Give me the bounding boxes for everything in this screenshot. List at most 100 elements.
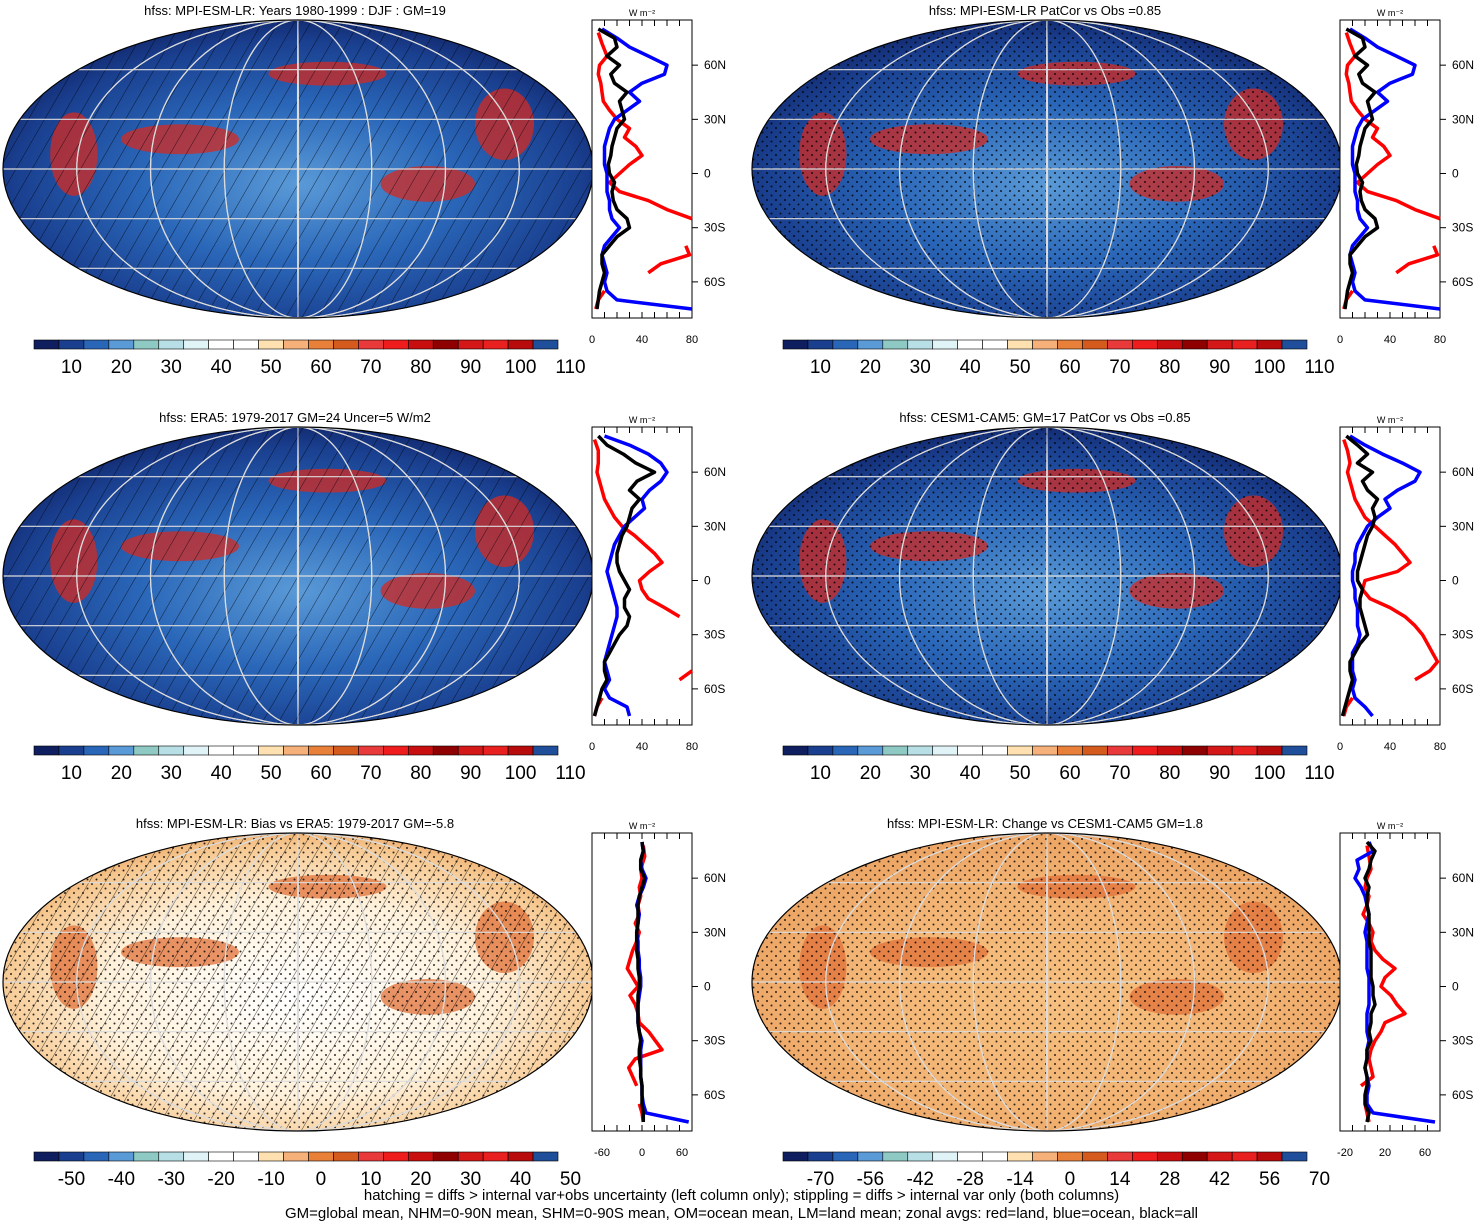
- colorbar-box: [982, 745, 1008, 756]
- colorbar-box: [58, 339, 85, 350]
- colorbar-label: 20: [111, 357, 132, 378]
- colorbar-box: [407, 745, 434, 756]
- colorbar-label: 100: [1254, 763, 1286, 784]
- colorbar-box: [1281, 745, 1308, 756]
- colorbar-box: [807, 1151, 834, 1162]
- colorbar-label: 110: [1304, 357, 1334, 378]
- colorbar-box: [482, 1151, 509, 1162]
- zonal-average-panel: W m⁻² -60 0 60 60N 30N 0 30S 60S: [591, 821, 726, 1159]
- zonal-lat-label: 0: [1452, 167, 1459, 181]
- colorbar-box: [233, 745, 259, 756]
- panel-1: hfss: MPI-ESM-LR: Years 1980-1999 : DJF …: [2, 3, 726, 378]
- colorbar-label: 100: [505, 763, 537, 784]
- colorbar-box: [208, 339, 234, 350]
- colorbar-label: 10: [61, 357, 82, 378]
- longitude-line: [972, 20, 1122, 318]
- colorbar-box: [432, 745, 459, 756]
- longitude-line: [296, 833, 300, 1131]
- zonal-series-all: [1340, 434, 1380, 717]
- longitude-line: [296, 20, 300, 318]
- colorbar-box: [258, 745, 284, 756]
- zonal-x-tick-label: 80: [686, 334, 698, 346]
- colorbar-label: 90: [460, 357, 481, 378]
- colorbar-label: 90: [460, 763, 481, 784]
- colorbar-box: [1181, 1151, 1208, 1162]
- panel-title: hfss: CESM1-CAM5: GM=17 PatCor vs Obs =0…: [899, 410, 1190, 425]
- colorbar-box: [457, 745, 484, 756]
- colorbar-label: 40: [960, 763, 981, 784]
- zonal-lat-label: 30N: [704, 925, 726, 939]
- colorbar-box: [432, 339, 459, 350]
- colorbar-label: 100: [1254, 357, 1286, 378]
- footer-line-1: hatching = diffs > internal var+obs unce…: [363, 1187, 1120, 1204]
- zonal-x-tick-label: 80: [686, 741, 698, 753]
- colorbar-box: [832, 745, 859, 756]
- colorbar-label: 110: [555, 357, 585, 378]
- colorbar-label: 40: [211, 763, 232, 784]
- colorbar-box: [507, 1151, 534, 1162]
- zonal-lat-label: 60N: [704, 871, 726, 885]
- zonal-x-tick-label: 0: [1337, 741, 1343, 753]
- zonal-unit-label: W m⁻²: [1377, 8, 1403, 18]
- colorbar-box: [308, 339, 334, 350]
- colorbar-box: [33, 339, 60, 350]
- colorbar-label: 60: [310, 357, 331, 378]
- colorbar-box: [108, 1151, 135, 1162]
- zonal-average-panel: W m⁻² 0 40 80 60N 30N 0 30S 60S: [589, 8, 726, 346]
- colorbar: -50 -40 -30 -20 -10 0 10 20 30 40 50: [33, 1151, 581, 1190]
- colorbar-box: [1181, 745, 1208, 756]
- colorbar-label: -42: [907, 1169, 934, 1190]
- colorbar-box: [283, 339, 309, 350]
- colorbar-box: [1057, 1151, 1083, 1162]
- colorbar-box: [857, 745, 884, 756]
- zonal-x-tick-label: 40: [636, 334, 648, 346]
- zonal-lat-label: 60N: [704, 58, 726, 72]
- zonal-lat-label: 60N: [704, 465, 726, 479]
- zonal-lat-label: 0: [704, 167, 711, 181]
- colorbar-box: [283, 1151, 309, 1162]
- colorbar-label: 80: [1159, 357, 1180, 378]
- colorbar-box: [482, 339, 509, 350]
- colorbar-box: [133, 745, 160, 756]
- colorbar-box: [532, 745, 559, 756]
- colorbar-label: 0: [1065, 1169, 1076, 1190]
- colorbar-box: [158, 339, 185, 350]
- longitude-line: [149, 20, 447, 318]
- map: [752, 833, 1342, 1131]
- colorbar-label: 40: [960, 357, 981, 378]
- zonal-lat-label: 60N: [1452, 465, 1474, 479]
- colorbar-box: [1256, 1151, 1283, 1162]
- colorbar-label: 10: [810, 357, 831, 378]
- longitude-line: [76, 833, 520, 1131]
- colorbar-label: 0: [316, 1169, 327, 1190]
- zonal-x-tick-label: 0: [589, 741, 595, 753]
- zonal-lat-label: 30N: [704, 519, 726, 533]
- zonal-x-tick-label: -20: [1337, 1147, 1353, 1159]
- colorbar-box: [1082, 339, 1108, 350]
- colorbar-box: [957, 745, 983, 756]
- colorbar-box: [258, 339, 284, 350]
- colorbar-box: [133, 339, 160, 350]
- colorbar-box: [333, 1151, 359, 1162]
- colorbar-box: [1256, 339, 1283, 350]
- colorbar-box: [1107, 1151, 1133, 1162]
- zonal-lat-label: 0: [1452, 980, 1459, 994]
- colorbar-box: [1132, 339, 1158, 350]
- colorbar-box: [183, 1151, 209, 1162]
- longitude-line: [898, 20, 1196, 318]
- colorbar-box: [532, 1151, 559, 1162]
- zonal-series-all: [634, 841, 647, 1122]
- zonal-x-tick-label: 40: [1384, 334, 1396, 346]
- colorbar-label: -28: [956, 1169, 983, 1190]
- zonal-lat-label: 30S: [704, 1034, 725, 1048]
- zonal-x-tick-label: 0: [1337, 334, 1343, 346]
- colorbar-box: [407, 339, 434, 350]
- colorbar-label: 10: [810, 763, 831, 784]
- longitude-line: [898, 833, 1196, 1131]
- colorbar-box: [1156, 745, 1183, 756]
- longitude-line: [1045, 833, 1049, 1131]
- colorbar-label: 90: [1209, 357, 1230, 378]
- colorbar: 10 20 30 40 50 60 70 80 90 100 110: [782, 745, 1335, 784]
- map: [752, 20, 1342, 318]
- colorbar-box: [907, 339, 934, 350]
